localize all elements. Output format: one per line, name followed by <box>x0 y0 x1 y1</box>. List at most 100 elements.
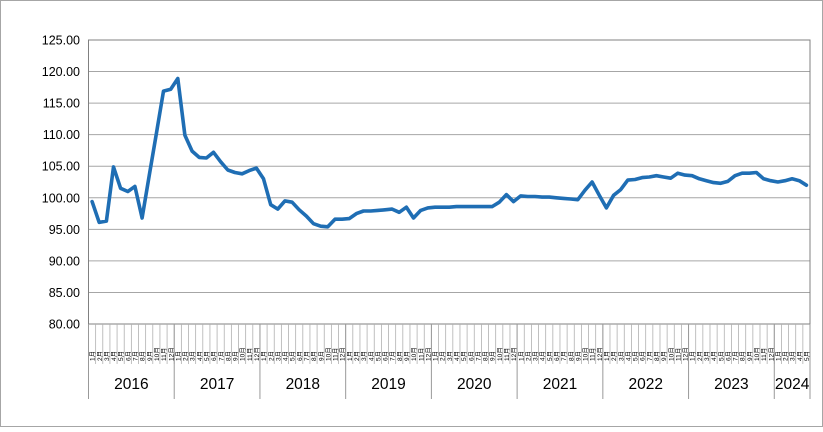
month-label: 11月 <box>246 348 254 361</box>
month-label: 1月 <box>346 351 354 361</box>
month-label: 6月 <box>467 351 475 361</box>
month-label: 4月 <box>196 351 204 361</box>
month-label: 8月 <box>139 351 147 361</box>
month-label: 2月 <box>267 351 275 361</box>
year-label: 2016 <box>114 376 148 393</box>
month-label: 11月 <box>674 348 682 361</box>
month-label: 9月 <box>403 351 411 361</box>
month-label: 3月 <box>703 351 711 361</box>
month-label: 5月 <box>117 351 125 361</box>
month-label: 8月 <box>653 351 661 361</box>
month-label: 2月 <box>696 351 704 361</box>
month-label: 3月 <box>446 351 454 361</box>
year-label: 2018 <box>286 376 320 393</box>
month-label: 2月 <box>439 351 447 361</box>
month-label: 8月 <box>567 351 575 361</box>
month-label: 1月 <box>689 351 697 361</box>
month-label: 1月 <box>517 351 525 361</box>
month-label: 11月 <box>760 348 768 361</box>
month-label: 2月 <box>182 351 190 361</box>
month-label: 2月 <box>610 351 618 361</box>
month-label: 5月 <box>632 351 640 361</box>
year-label: 2017 <box>200 376 234 393</box>
month-label: 7月 <box>646 351 654 361</box>
month-label: 6月 <box>210 351 218 361</box>
month-label: 8月 <box>482 351 490 361</box>
month-label: 12月 <box>424 347 432 361</box>
y-tick-label: 85.00 <box>49 286 80 300</box>
month-label: 4月 <box>539 351 547 361</box>
month-label: 5月 <box>546 351 554 361</box>
month-label: 11月 <box>589 348 597 361</box>
month-label: 7月 <box>474 351 482 361</box>
month-label: 8月 <box>310 351 318 361</box>
month-label: 5月 <box>289 351 297 361</box>
month-label: 7月 <box>132 351 140 361</box>
y-tick-label: 105.00 <box>42 160 80 174</box>
month-label: 4月 <box>624 351 632 361</box>
month-label: 5月 <box>803 351 811 361</box>
year-label: 2021 <box>543 376 577 393</box>
month-label: 1月 <box>89 351 97 361</box>
month-label: 3月 <box>103 351 111 361</box>
month-label: 5月 <box>717 351 725 361</box>
month-label: 2月 <box>353 351 361 361</box>
y-tick-label: 80.00 <box>49 318 80 332</box>
plot-border <box>88 39 811 325</box>
month-label: 1月 <box>174 351 182 361</box>
y-tick-label: 110.00 <box>43 128 80 142</box>
month-label: 4月 <box>796 351 804 361</box>
month-label: 10月 <box>410 347 418 361</box>
month-label: 1月 <box>774 351 782 361</box>
month-label: 12月 <box>339 347 347 361</box>
year-label: 2019 <box>371 376 405 393</box>
month-label: 10月 <box>153 347 161 361</box>
month-label: 10月 <box>667 347 675 361</box>
month-label: 10月 <box>582 347 590 361</box>
month-label: 9月 <box>574 351 582 361</box>
month-label: 4月 <box>110 351 118 361</box>
month-label: 7月 <box>560 351 568 361</box>
month-label: 11月 <box>332 348 340 361</box>
month-label: 4月 <box>710 351 718 361</box>
month-label: 10月 <box>496 347 504 361</box>
month-label: 6月 <box>639 351 647 361</box>
month-label: 12月 <box>682 347 690 361</box>
month-label: 6月 <box>553 351 561 361</box>
year-label: 2023 <box>714 376 748 393</box>
month-label: 1月 <box>260 351 268 361</box>
month-label: 7月 <box>389 351 397 361</box>
y-tick-label: 120.00 <box>42 65 80 79</box>
year-label: 2022 <box>628 376 662 393</box>
month-label: 10月 <box>324 347 332 361</box>
month-label: 2月 <box>782 351 790 361</box>
month-label: 10月 <box>753 347 761 361</box>
y-tick-label: 100.00 <box>42 191 80 205</box>
year-label: 2024 <box>775 376 810 393</box>
month-label: 3月 <box>189 351 197 361</box>
month-label: 7月 <box>303 351 311 361</box>
month-label: 6月 <box>382 351 390 361</box>
month-label: 2月 <box>524 351 532 361</box>
month-label: 3月 <box>789 351 797 361</box>
month-label: 1月 <box>603 351 611 361</box>
month-label: 9月 <box>232 351 240 361</box>
month-label: 12月 <box>253 347 261 361</box>
month-label: 3月 <box>617 351 625 361</box>
month-label: 1月 <box>432 351 440 361</box>
month-label: 9月 <box>489 351 497 361</box>
month-label: 4月 <box>367 351 375 361</box>
month-label: 7月 <box>732 351 740 361</box>
month-label: 10月 <box>239 347 247 361</box>
y-tick-label: 90.00 <box>49 254 80 268</box>
month-label: 8月 <box>739 351 747 361</box>
month-label: 3月 <box>274 351 282 361</box>
month-label: 5月 <box>203 351 211 361</box>
year-label: 2020 <box>457 376 492 393</box>
month-label: 8月 <box>224 351 232 361</box>
data-series-line <box>90 76 809 229</box>
month-label: 6月 <box>724 351 732 361</box>
month-label: 5月 <box>460 351 468 361</box>
month-label: 9月 <box>660 351 668 361</box>
